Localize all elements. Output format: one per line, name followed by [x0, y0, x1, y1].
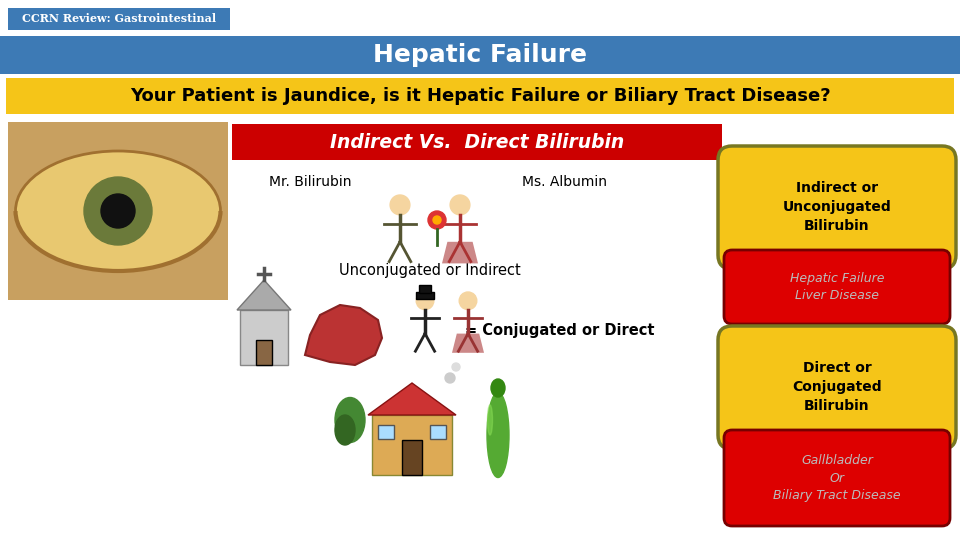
FancyBboxPatch shape	[724, 250, 950, 324]
Ellipse shape	[445, 373, 455, 383]
FancyBboxPatch shape	[402, 440, 422, 475]
Text: Hepatic Failure: Hepatic Failure	[373, 43, 587, 67]
FancyBboxPatch shape	[430, 425, 446, 439]
FancyBboxPatch shape	[8, 122, 228, 300]
FancyBboxPatch shape	[232, 124, 722, 160]
FancyBboxPatch shape	[718, 146, 956, 269]
Ellipse shape	[452, 363, 460, 371]
Text: Ms. Albumin: Ms. Albumin	[522, 175, 608, 189]
FancyBboxPatch shape	[419, 285, 431, 293]
FancyBboxPatch shape	[372, 415, 452, 475]
Text: Indirect or
Unconjugated
Bilirubin: Indirect or Unconjugated Bilirubin	[782, 180, 892, 233]
FancyBboxPatch shape	[718, 326, 956, 449]
FancyBboxPatch shape	[256, 340, 272, 365]
Polygon shape	[452, 334, 484, 353]
Ellipse shape	[417, 292, 434, 309]
Ellipse shape	[335, 415, 355, 445]
Text: Direct or
Conjugated
Bilirubin: Direct or Conjugated Bilirubin	[792, 361, 882, 414]
Text: = Conjugated or Direct: = Conjugated or Direct	[466, 322, 655, 338]
FancyBboxPatch shape	[6, 78, 954, 114]
Ellipse shape	[433, 216, 441, 224]
FancyBboxPatch shape	[8, 8, 230, 30]
Text: Unconjugated or Indirect: Unconjugated or Indirect	[339, 262, 521, 278]
FancyBboxPatch shape	[416, 292, 434, 299]
Polygon shape	[237, 280, 291, 310]
Text: Indirect Vs.  Direct Bilirubin: Indirect Vs. Direct Bilirubin	[330, 132, 624, 152]
Ellipse shape	[491, 379, 505, 397]
Ellipse shape	[84, 177, 152, 245]
Ellipse shape	[101, 194, 135, 228]
FancyBboxPatch shape	[378, 425, 394, 439]
Text: Mr. Bilirubin: Mr. Bilirubin	[269, 175, 351, 189]
Ellipse shape	[488, 405, 492, 435]
Ellipse shape	[428, 211, 446, 229]
Text: Gallbladder
Or
Biliary Tract Disease: Gallbladder Or Biliary Tract Disease	[773, 455, 900, 502]
Text: Your Patient is Jaundice, is it Hepatic Failure or Biliary Tract Disease?: Your Patient is Jaundice, is it Hepatic …	[130, 87, 830, 105]
Ellipse shape	[459, 292, 477, 309]
Ellipse shape	[15, 151, 221, 271]
FancyBboxPatch shape	[724, 430, 950, 526]
Text: CCRN Review: Gastrointestinal: CCRN Review: Gastrointestinal	[22, 14, 216, 24]
Ellipse shape	[450, 195, 469, 215]
FancyBboxPatch shape	[0, 36, 960, 74]
Ellipse shape	[335, 397, 365, 442]
FancyBboxPatch shape	[240, 310, 288, 365]
Polygon shape	[305, 305, 382, 365]
Ellipse shape	[390, 195, 410, 215]
Polygon shape	[368, 383, 456, 415]
Polygon shape	[442, 242, 478, 264]
Ellipse shape	[487, 393, 509, 477]
Text: Hepatic Failure
Liver Disease: Hepatic Failure Liver Disease	[790, 272, 884, 302]
